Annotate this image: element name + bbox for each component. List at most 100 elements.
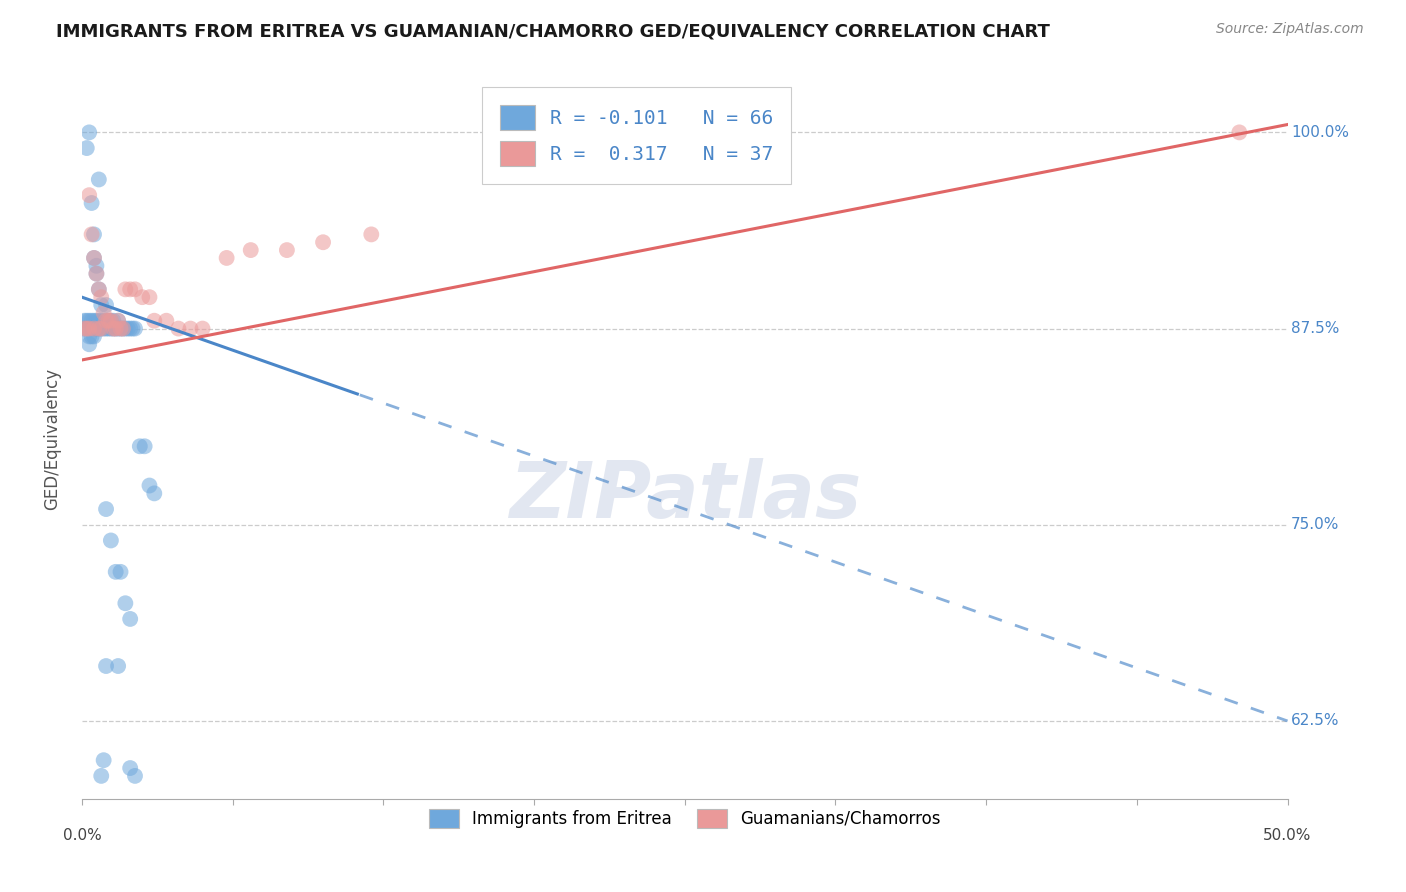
Point (239, 243, 262, 257)
Point (104, 321, 127, 335)
Point (124, 769, 146, 783)
Point (77, 314, 100, 328)
Point (94, 298, 117, 312)
Point (94, 314, 117, 328)
Point (104, 565, 127, 579)
Text: 50.0%: 50.0% (1264, 828, 1312, 843)
Point (87, 314, 110, 328)
Point (117, 321, 139, 335)
Point (97, 314, 120, 328)
Text: 0.0%: 0.0% (63, 828, 101, 843)
Point (179, 321, 201, 335)
Point (312, 235, 335, 250)
Point (191, 321, 214, 335)
Point (124, 321, 146, 335)
Legend: Immigrants from Eritrea, Guamanians/Chamorros: Immigrants from Eritrea, Guamanians/Cham… (422, 802, 948, 834)
Point (76, 141, 98, 155)
Point (111, 321, 134, 335)
Point (100, 314, 122, 328)
Point (1227, 125, 1250, 139)
Point (93, 753, 115, 767)
Text: 100.0%: 100.0% (1291, 125, 1350, 140)
Point (94, 314, 117, 328)
Point (83, 314, 105, 328)
Point (86, 267, 108, 281)
Point (94, 502, 117, 516)
Point (73, 321, 96, 335)
Point (86, 259, 108, 273)
Point (97, 321, 120, 335)
Point (107, 314, 129, 328)
Point (107, 321, 129, 335)
Point (73, 321, 96, 335)
Point (77, 321, 100, 335)
Point (83, 321, 105, 335)
Point (100, 321, 122, 335)
Text: IMMIGRANTS FROM ERITREA VS GUAMANIAN/CHAMORRO GED/EQUIVALENCY CORRELATION CHART: IMMIGRANTS FROM ERITREA VS GUAMANIAN/CHA… (56, 22, 1050, 40)
Point (93, 306, 115, 320)
Point (73, 314, 96, 328)
Point (87, 282, 110, 296)
Point (110, 321, 132, 335)
Point (120, 612, 142, 626)
Point (77, 321, 100, 335)
Point (114, 596, 136, 610)
Point (134, 439, 156, 453)
Point (90, 314, 112, 328)
Point (83, 251, 105, 265)
Point (114, 282, 136, 296)
Point (80, 196, 103, 211)
Point (276, 243, 298, 257)
Point (77, 337, 100, 351)
Point (80, 321, 103, 335)
Point (111, 321, 134, 335)
Point (76, 321, 98, 335)
Point (90, 321, 112, 335)
Point (128, 439, 150, 453)
Point (107, 314, 129, 328)
Point (120, 761, 142, 775)
Point (90, 290, 112, 304)
Point (138, 478, 160, 492)
Point (155, 314, 177, 328)
Text: ZIPatlas: ZIPatlas (509, 458, 860, 534)
Point (131, 290, 153, 304)
Point (143, 314, 166, 328)
Point (80, 227, 103, 242)
Point (120, 282, 142, 296)
Point (83, 227, 105, 242)
Point (83, 321, 105, 335)
Point (87, 321, 110, 335)
Point (167, 321, 190, 335)
Point (103, 314, 125, 328)
Point (143, 486, 166, 500)
Point (103, 321, 125, 335)
Point (93, 314, 115, 328)
Point (90, 298, 112, 312)
Point (77, 329, 100, 343)
Point (120, 321, 142, 335)
Text: Source: ZipAtlas.com: Source: ZipAtlas.com (1216, 22, 1364, 37)
Point (103, 321, 125, 335)
Point (94, 321, 117, 335)
Point (114, 321, 136, 335)
Point (93, 321, 115, 335)
Point (76, 314, 98, 328)
Point (215, 251, 238, 265)
Point (97, 314, 120, 328)
Point (86, 314, 108, 328)
Point (86, 267, 108, 281)
Point (138, 290, 160, 304)
Point (100, 533, 122, 548)
Point (110, 565, 132, 579)
Point (83, 251, 105, 265)
Point (90, 769, 112, 783)
Point (87, 282, 110, 296)
Point (90, 321, 112, 335)
Point (121, 321, 143, 335)
Point (104, 321, 127, 335)
Point (77, 125, 100, 139)
Point (107, 659, 129, 673)
Point (110, 321, 132, 335)
Point (83, 329, 105, 343)
